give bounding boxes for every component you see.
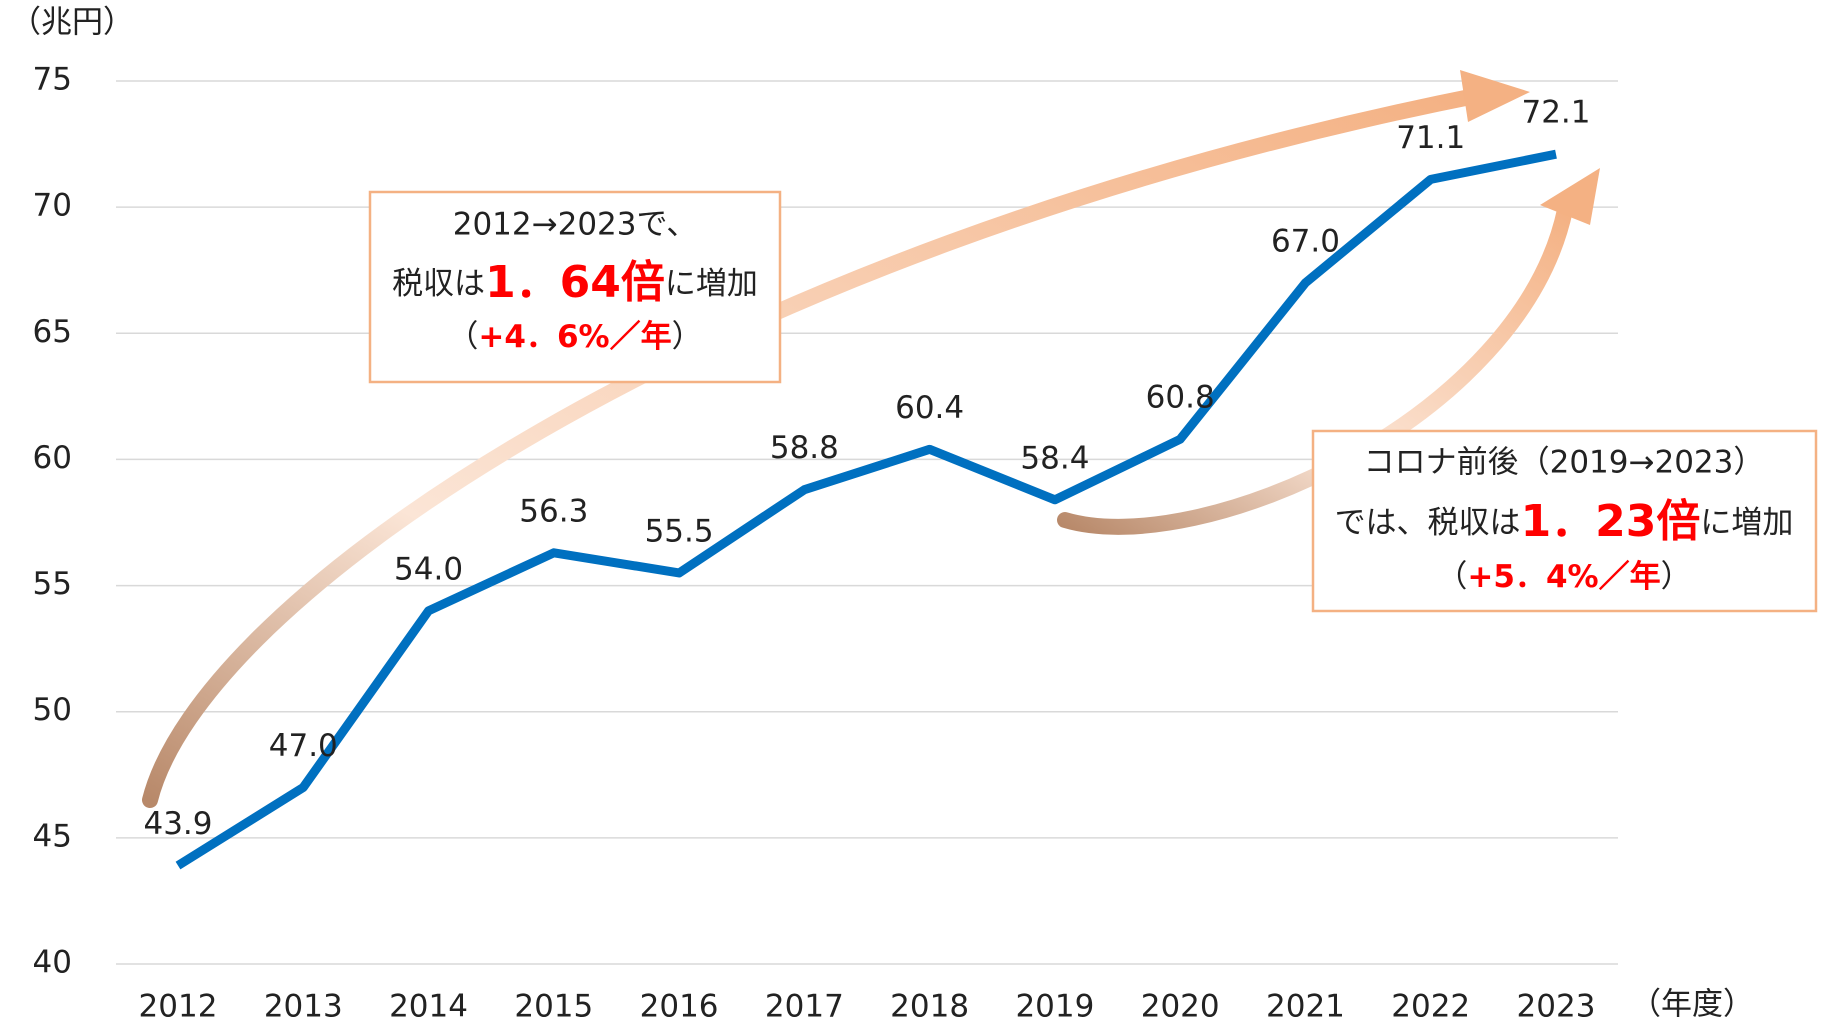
annotation-text: コロナ前後（2019→2023） [1364, 445, 1765, 481]
annotation-text: （ [447, 319, 478, 355]
x-tick-label: 2018 [890, 989, 969, 1025]
annotation-text: では、税収は [1335, 505, 1521, 541]
annotation-text: （+4．6%／年） [447, 319, 702, 355]
data-label: 56.3 [519, 493, 588, 529]
y-tick-label: 45 [33, 818, 72, 854]
data-label: 67.0 [1271, 223, 1340, 259]
annotation-text: に増加 [665, 266, 758, 302]
data-label: 54.0 [394, 551, 463, 587]
x-tick-label: 2016 [640, 989, 719, 1025]
data-label: 47.0 [269, 728, 338, 764]
data-label: 60.4 [895, 390, 964, 426]
annotation-text: （ [1436, 559, 1467, 595]
annotation-text: では、税収は1．23倍に増加 [1335, 496, 1794, 547]
y-tick-label: 50 [33, 692, 72, 728]
y-tick-label: 55 [33, 566, 72, 602]
data-label: 43.9 [143, 806, 212, 842]
data-label: 55.5 [645, 513, 714, 549]
x-tick-label: 2012 [139, 989, 218, 1025]
annotation-text: （+5．4%／年） [1436, 559, 1691, 595]
y-unit: （兆円） [10, 5, 134, 41]
annotation-emph: 1．64倍 [485, 257, 665, 308]
x-tick-label: 2020 [1141, 989, 1220, 1025]
annotation-text: に増加 [1700, 505, 1793, 541]
annotation-text: 税収は [392, 266, 485, 302]
arrow-head [1460, 70, 1530, 122]
annotation-emph: +4．6%／年 [478, 319, 671, 355]
data-label: 71.1 [1396, 120, 1465, 156]
annotation-text: 税収は1．64倍に増加 [392, 257, 758, 308]
data-label: 72.1 [1521, 95, 1590, 131]
chart: 40 45 50 55 60 65 70 75 2012 2013 2014 2015 2016 2017… [0, 0, 1825, 1027]
y-tick-label: 70 [33, 188, 72, 224]
annotation-text: 2012→2023で、 [453, 207, 698, 243]
y-tick-label: 40 [33, 945, 72, 981]
data-label: 60.8 [1146, 380, 1215, 416]
y-tick-label: 60 [33, 440, 72, 476]
x-tick-label: 2022 [1391, 989, 1470, 1025]
x-tick-label: 2014 [389, 989, 468, 1025]
x-tick-label: 2017 [765, 989, 844, 1025]
x-tick-label: 2015 [514, 989, 593, 1025]
x-tick-label: 2023 [1517, 989, 1596, 1025]
x-tick-label: 2019 [1015, 989, 1094, 1025]
x-tick-label: 2013 [264, 989, 343, 1025]
y-tick-label: 75 [33, 62, 72, 98]
x-tick-label: 2021 [1266, 989, 1345, 1025]
annotation-emph: 1．23倍 [1521, 496, 1701, 547]
annotation-text: ） [672, 319, 703, 355]
annotation: 2012→2023で、 税収は1．64倍に増加 （+4．6%／年） [370, 192, 780, 382]
x-unit: （年度） [1630, 987, 1754, 1023]
annotation-text: ） [1661, 559, 1692, 595]
data-label: 58.8 [770, 430, 839, 466]
annotation-emph: +5．4%／年 [1467, 559, 1660, 595]
data-label: 58.4 [1020, 440, 1089, 476]
y-tick-label: 65 [33, 314, 72, 350]
annotation: コロナ前後（2019→2023） では、税収は1．23倍に増加 （+5．4%／年… [1313, 431, 1816, 611]
arrow-head [1540, 168, 1600, 225]
